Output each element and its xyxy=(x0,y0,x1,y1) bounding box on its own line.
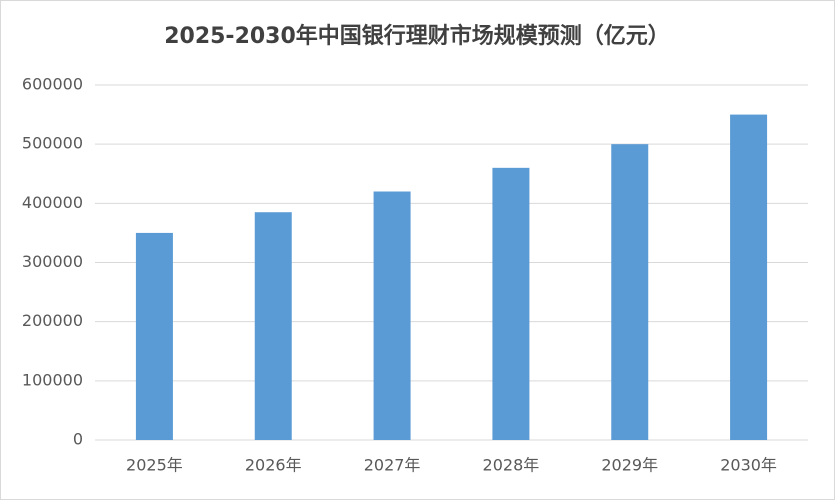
y-tick-label: 200000 xyxy=(22,311,83,330)
x-tick-label: 2028年 xyxy=(483,456,540,475)
x-tick-label: 2027年 xyxy=(364,456,421,475)
bar xyxy=(611,144,649,440)
chart-title: 2025-2030年中国银行理财市场规模预测（亿元） xyxy=(164,23,670,49)
x-tick-label: 2026年 xyxy=(245,456,302,475)
y-tick-label: 600000 xyxy=(22,75,83,94)
y-tick-label: 0 xyxy=(73,430,83,449)
bar xyxy=(492,167,530,441)
y-tick-label: 500000 xyxy=(22,134,83,153)
y-tick-label: 100000 xyxy=(22,370,83,389)
bar xyxy=(730,114,768,440)
x-tick-label: 2029年 xyxy=(601,456,658,475)
bar xyxy=(373,191,411,440)
x-tick-label: 2025年 xyxy=(126,456,183,475)
y-tick-label: 400000 xyxy=(22,193,83,212)
x-tick-label: 2030年 xyxy=(720,456,777,475)
y-tick-label: 300000 xyxy=(22,252,83,271)
bar xyxy=(254,212,292,440)
bar xyxy=(135,232,173,440)
